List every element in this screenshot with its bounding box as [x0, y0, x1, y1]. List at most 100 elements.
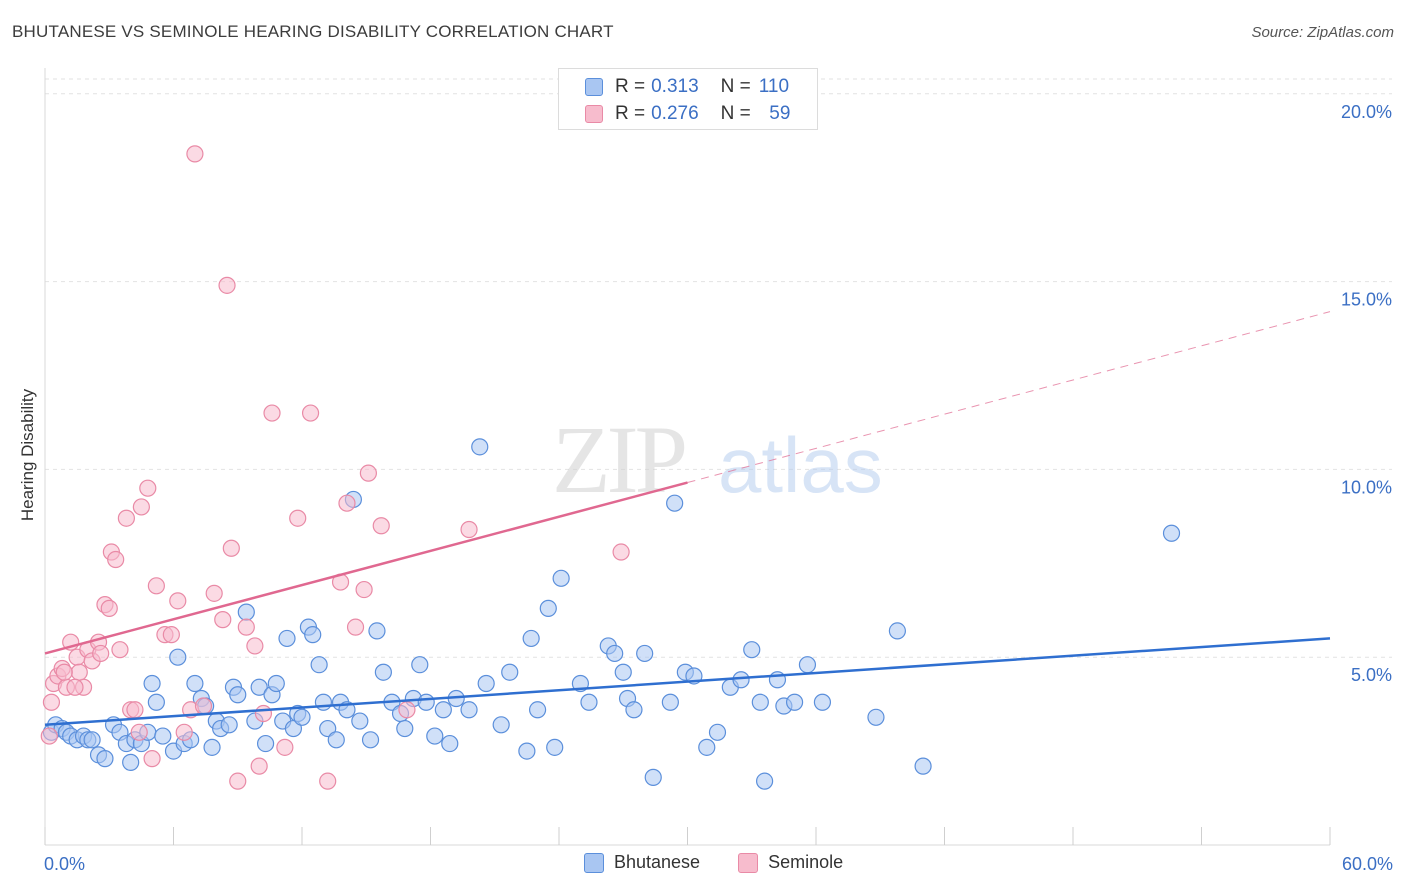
bhutanese-point — [441, 734, 459, 753]
bhutanese-point — [460, 701, 478, 719]
tick-labels: 5.0% 10.0% 15.0% 20.0% 0.0% 60.0% — [44, 102, 1393, 874]
seminole-point — [143, 750, 161, 768]
bhutanese-trend-line — [44, 637, 1331, 727]
y-tick-label: 5.0% — [1351, 665, 1392, 685]
stats-legend-row-seminole: R = 0.276 N = 59 — [585, 102, 790, 126]
seminole-point — [139, 479, 157, 497]
bhutanese-point — [546, 738, 564, 756]
bhutanese-point — [518, 742, 536, 760]
bhutanese-point — [666, 494, 684, 512]
bhutanese-point — [708, 723, 727, 741]
n-value: 59 — [764, 103, 791, 124]
seminole-point — [218, 276, 236, 294]
bhutanese-point — [368, 622, 386, 640]
seminole-point — [355, 580, 373, 599]
bhutanese-point — [522, 629, 540, 648]
seminole-point — [40, 727, 58, 745]
legend-item-bhutanese: Bhutanese — [584, 852, 700, 873]
seminole-point — [100, 599, 118, 617]
bhutanese-point — [278, 629, 296, 648]
stats-legend-row-bhutanese: R = 0.313 N = 110 — [585, 75, 789, 99]
seminole-point — [132, 498, 150, 516]
seminole-point — [229, 772, 247, 790]
bhutanese-point — [396, 719, 414, 738]
y-tick-label: 15.0% — [1341, 290, 1392, 310]
pink-swatch — [738, 852, 759, 873]
trend-lines — [44, 311, 1331, 727]
seminole-point — [107, 550, 125, 569]
seminole-point — [460, 520, 478, 539]
seminole-point — [205, 584, 223, 602]
bhutanese-point — [743, 641, 761, 659]
bhutanese-point — [169, 648, 187, 666]
seminole-point — [301, 404, 320, 422]
seminole-point — [372, 517, 390, 535]
grid-lines — [45, 78, 1392, 658]
seminole-point — [169, 592, 187, 610]
seminole-point — [289, 509, 307, 527]
seminole-points — [40, 145, 630, 790]
r-label: R = — [615, 76, 646, 97]
seminole-point — [70, 663, 88, 681]
bhutanese-point — [539, 599, 557, 617]
bhutanese-point — [625, 701, 643, 719]
seminole-point — [250, 757, 268, 775]
series-legend: Bhutanese Seminole — [584, 852, 881, 873]
seminole-point — [319, 772, 337, 790]
seminole-point — [194, 697, 213, 715]
seminole-point — [346, 618, 365, 636]
n-label: N = — [720, 76, 751, 97]
bhutanese-point — [304, 626, 322, 644]
x-tick-label: 0.0% — [44, 854, 85, 874]
bhutanese-point — [914, 757, 932, 775]
bhutanese-point — [798, 656, 817, 674]
bhutanese-point — [310, 656, 328, 674]
x-tick-label: 60.0% — [1342, 854, 1393, 874]
seminole-point — [55, 663, 73, 681]
seminole-point — [246, 637, 264, 655]
watermark-zip: ZIP — [552, 406, 685, 513]
seminole-point — [66, 678, 84, 696]
seminole-point — [175, 723, 193, 741]
bhutanese-point — [434, 701, 452, 719]
bhutanese-point — [122, 753, 140, 771]
y-tick-label: 20.0% — [1341, 102, 1392, 122]
seminole-point — [92, 644, 110, 663]
seminole-point — [276, 738, 294, 756]
blue-swatch — [584, 852, 604, 873]
bhutanese-point — [867, 708, 885, 726]
bhutanese-point — [661, 693, 679, 711]
bhutanese-point — [492, 716, 510, 734]
bhutanese-point — [501, 663, 519, 681]
seminole-trend-extension — [687, 311, 1331, 484]
seminole-point — [42, 693, 61, 711]
bhutanese-point — [785, 693, 804, 711]
seminole-point — [147, 577, 165, 595]
bhutanese-point — [147, 693, 165, 711]
blue-swatch — [585, 78, 603, 96]
chart-title: BHUTANESE VS SEMINOLE HEARING DISABILITY… — [12, 22, 614, 41]
seminole-point — [254, 704, 273, 723]
bhutanese-point — [528, 701, 547, 719]
bhutanese-point — [755, 772, 774, 790]
seminole-point — [130, 723, 148, 741]
bhutanese-point — [351, 712, 369, 730]
bhutanese-point — [477, 674, 495, 693]
seminole-point — [126, 701, 144, 719]
watermark-atlas: atlas — [718, 421, 883, 509]
y-axis-title: Hearing Disability — [18, 388, 37, 522]
seminole-point — [186, 145, 204, 163]
seminole-point — [237, 618, 255, 636]
seminole-point — [398, 701, 416, 719]
seminole-point — [222, 539, 240, 557]
bhutanese-point — [267, 674, 285, 693]
bhutanese-point — [411, 656, 429, 674]
bhutanese-point — [83, 731, 101, 749]
bhutanese-point — [186, 674, 204, 693]
bhutanese-point — [751, 693, 769, 711]
legend-item-seminole: Seminole — [738, 852, 843, 873]
r-value: 0.276 — [651, 103, 699, 124]
bhutanese-point — [552, 569, 570, 587]
seminole-point — [214, 611, 232, 629]
n-label: N = — [720, 103, 757, 124]
